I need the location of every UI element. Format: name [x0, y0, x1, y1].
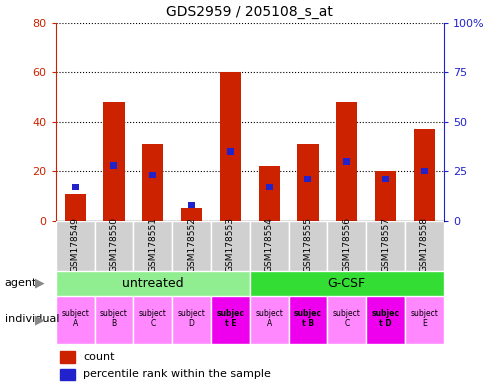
- Bar: [149, 172, 156, 179]
- Text: GSM178552: GSM178552: [187, 217, 196, 272]
- Text: GSM178553: GSM178553: [226, 217, 234, 272]
- Text: subject
A: subject A: [255, 309, 283, 328]
- Bar: [60, 369, 75, 380]
- Bar: [420, 168, 427, 174]
- Bar: [94, 296, 133, 344]
- Text: GSM178551: GSM178551: [148, 217, 157, 272]
- Text: subject
D: subject D: [177, 309, 205, 328]
- Bar: [304, 176, 311, 182]
- Bar: [94, 221, 133, 271]
- Bar: [64, 194, 86, 221]
- Text: subject
A: subject A: [61, 309, 89, 328]
- Bar: [110, 162, 117, 169]
- Bar: [60, 351, 75, 363]
- Text: percentile rank within the sample: percentile rank within the sample: [83, 369, 270, 379]
- Bar: [297, 144, 318, 221]
- Text: subjec
t E: subjec t E: [216, 309, 244, 328]
- Bar: [365, 296, 404, 344]
- Bar: [227, 149, 233, 155]
- Text: untreated: untreated: [121, 277, 183, 290]
- Bar: [288, 296, 327, 344]
- Text: G-CSF: G-CSF: [327, 277, 365, 290]
- Bar: [249, 271, 443, 296]
- Bar: [258, 166, 279, 221]
- Text: subjec
t B: subjec t B: [293, 309, 321, 328]
- Bar: [181, 209, 202, 221]
- Text: GSM178550: GSM178550: [109, 217, 118, 272]
- Text: GSM178557: GSM178557: [380, 217, 389, 272]
- Bar: [211, 221, 249, 271]
- Bar: [265, 184, 272, 190]
- Text: subject
C: subject C: [138, 309, 166, 328]
- Bar: [219, 73, 241, 221]
- Bar: [288, 221, 327, 271]
- Text: ▶: ▶: [35, 276, 45, 290]
- Bar: [374, 171, 395, 221]
- Bar: [133, 296, 172, 344]
- Bar: [343, 158, 349, 165]
- Bar: [381, 176, 388, 182]
- Text: subject
C: subject C: [332, 309, 360, 328]
- Text: ▶: ▶: [35, 313, 45, 326]
- Text: agent: agent: [5, 278, 37, 288]
- Bar: [56, 271, 249, 296]
- Bar: [133, 221, 172, 271]
- Title: GDS2959 / 205108_s_at: GDS2959 / 205108_s_at: [166, 5, 333, 19]
- Text: GSM178556: GSM178556: [342, 217, 350, 272]
- Bar: [72, 184, 78, 190]
- Bar: [172, 221, 211, 271]
- Bar: [335, 102, 357, 221]
- Text: GSM178555: GSM178555: [303, 217, 312, 272]
- Bar: [56, 296, 94, 344]
- Text: GSM178554: GSM178554: [264, 217, 273, 272]
- Text: individual: individual: [5, 314, 59, 324]
- Text: subjec
t D: subjec t D: [371, 309, 399, 328]
- Bar: [188, 202, 195, 208]
- Text: subject
B: subject B: [100, 309, 128, 328]
- Text: subject
E: subject E: [409, 309, 438, 328]
- Bar: [249, 221, 288, 271]
- Text: GSM178549: GSM178549: [71, 217, 79, 272]
- Bar: [404, 221, 443, 271]
- Bar: [413, 129, 434, 221]
- Bar: [172, 296, 211, 344]
- Bar: [327, 296, 365, 344]
- Bar: [56, 221, 94, 271]
- Bar: [404, 296, 443, 344]
- Bar: [142, 144, 163, 221]
- Bar: [103, 102, 124, 221]
- Bar: [365, 221, 404, 271]
- Text: count: count: [83, 352, 114, 362]
- Text: GSM178558: GSM178558: [419, 217, 428, 272]
- Bar: [211, 296, 249, 344]
- Bar: [327, 221, 365, 271]
- Bar: [249, 296, 288, 344]
